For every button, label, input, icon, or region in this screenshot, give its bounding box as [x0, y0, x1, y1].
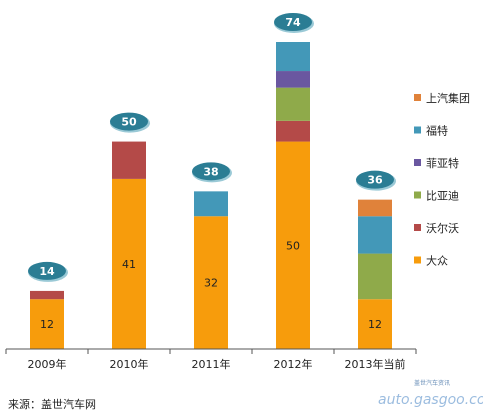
bars-layer: 12 14 41 50 32 38 50 74 12 36 [28, 13, 396, 349]
legend-swatch [414, 159, 421, 166]
legend-label: 比亚迪 [426, 190, 459, 203]
category-label: 2009年 [28, 357, 67, 371]
bar-segment [30, 290, 64, 300]
bar-segment [276, 42, 310, 72]
bar-segment [358, 299, 392, 349]
legend-swatch [414, 191, 421, 199]
legend-swatch [414, 224, 421, 231]
category-label: 2011年 [192, 357, 231, 371]
bar-segment [30, 299, 64, 349]
bar-segment [358, 253, 392, 300]
legend-label: 菲亚特 [426, 156, 459, 170]
watermark-cn: 盖世汽车资讯 [414, 380, 451, 387]
legend-swatch [414, 126, 421, 134]
total-label: 36 [367, 174, 383, 187]
category-label: 2013年当前 [345, 357, 406, 371]
bar-segment [358, 216, 392, 254]
data-label: 12 [40, 318, 54, 331]
gasgoo-watermark: 盖世汽车资讯 auto.gasgoo.com [378, 378, 483, 416]
data-label: 32 [204, 277, 218, 290]
legend-label: 大众 [426, 254, 448, 268]
legend-swatch [414, 94, 421, 101]
data-label: 41 [122, 258, 136, 271]
total-label: 38 [203, 165, 218, 178]
total-badge [28, 261, 66, 280]
bar-segment [276, 87, 310, 121]
legend-label: 沃尔沃 [426, 222, 459, 235]
bar-segment [358, 199, 392, 217]
legend-swatch [414, 256, 421, 264]
category-label: 2010年 [110, 357, 149, 371]
bar-segment [112, 141, 146, 179]
legend-label: 上汽集团 [426, 91, 470, 105]
watermark-url: auto.gasgoo.com [378, 392, 483, 408]
x-axis: 2009年 2010年 2011年 2012年 2013年当前 [5, 348, 417, 371]
bar-segment [276, 141, 310, 349]
source-note: 来源：盖世汽车网 [8, 398, 96, 411]
bar-segment [194, 216, 228, 349]
legend-label: 福特 [426, 124, 448, 138]
total-label: 50 [121, 116, 137, 129]
bar-segment [194, 191, 228, 217]
bar-segment [112, 178, 146, 349]
bar-segment [276, 71, 310, 88]
total-badge [356, 170, 394, 189]
data-label: 12 [368, 318, 382, 331]
total-label: 74 [285, 16, 301, 29]
total-badge [192, 162, 230, 181]
bar-segment [276, 120, 310, 142]
category-label: 2012年 [274, 357, 313, 371]
data-label: 50 [286, 239, 300, 252]
total-badge [274, 13, 312, 31]
total-badge [110, 112, 148, 131]
total-label: 14 [39, 265, 55, 278]
